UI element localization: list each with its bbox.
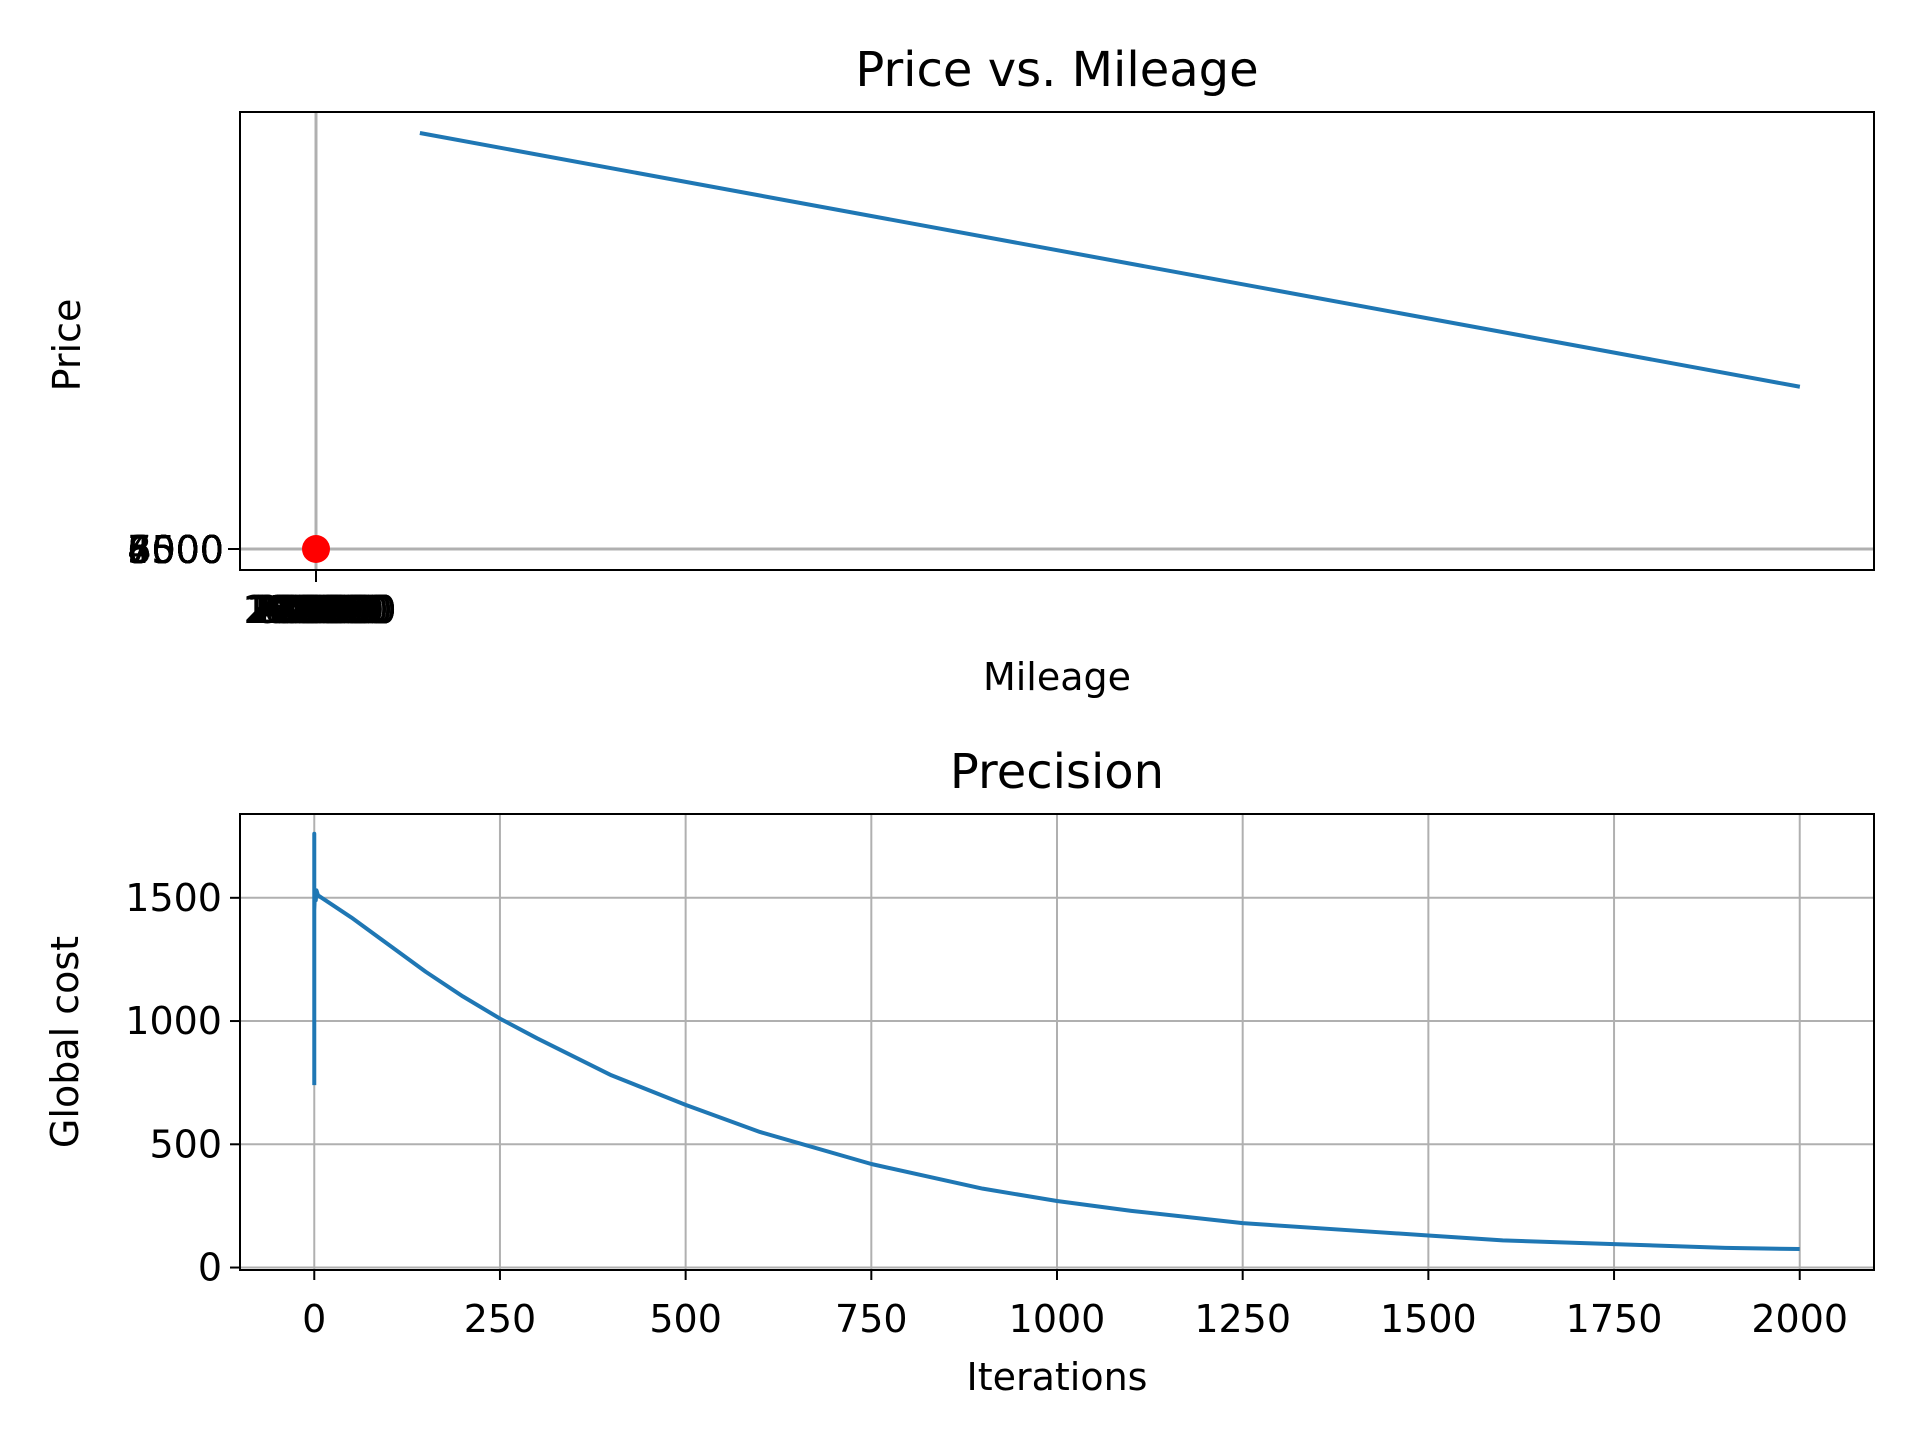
chart-price-vs-mileage: Price vs. Mileage 2000040000600008000010…	[45, 42, 1875, 699]
chart1-x-axis-label: Mileage	[983, 655, 1131, 699]
chart2-y-tick-label: 1000	[125, 999, 222, 1043]
chart1-y-tick-label: 3500	[127, 528, 224, 572]
chart2-x-tick-label: 2000	[1751, 1297, 1848, 1341]
chart1-plot-frame	[239, 111, 1875, 571]
chart2-title: Precision	[950, 744, 1164, 800]
chart1-y-tick-label: 5500	[127, 528, 224, 572]
chart1-y-tick-label: 4500	[127, 528, 224, 572]
chart2-y-tick-label: 1500	[125, 876, 222, 920]
chart1-x-tick-label: 40000	[260, 588, 381, 632]
chart1-y-tick-label: 7000	[127, 528, 224, 572]
chart1-y-tick-label: 8000	[127, 528, 224, 572]
chart1-title: Price vs. Mileage	[855, 42, 1258, 98]
chart2-x-tick-label: 750	[835, 1297, 908, 1341]
chart1-y-tick-label: 7500	[127, 528, 224, 572]
chart1-x-tick-label: 160000	[247, 588, 392, 632]
chart1-y-axis-label: Price	[45, 299, 89, 392]
chart1-x-tick-label: 140000	[243, 588, 388, 632]
chart2-x-axis-label: Iterations	[967, 1355, 1148, 1399]
chart1-x-tick-label: 120000	[251, 588, 396, 632]
chart2-x-tick-label: 1500	[1380, 1297, 1477, 1341]
chart1-x-tick-label: 200000	[243, 588, 388, 632]
chart2-series-line	[312, 831, 1800, 1252]
chart2-x-tick-label: 0	[302, 1297, 326, 1341]
chart1-x-tick-label: 180000	[251, 588, 396, 632]
chart2-x-tick-label: 1750	[1566, 1297, 1663, 1341]
chart1-x-tick-label: 100000	[247, 588, 392, 632]
chart1-y-tick-label: 5000	[127, 528, 224, 572]
chart1-y-tick-label: 6500	[127, 528, 224, 572]
chart-precision: Precision 0 250 500 750 1000 1250 1500 1750 2000…	[43, 744, 1875, 1399]
chart2-x-tick-label: 500	[649, 1297, 722, 1341]
chart1-y-tick-label: 4000	[127, 528, 224, 572]
chart1-x-tick-label: 240000	[251, 588, 396, 632]
chart2-x-tick-label: 1250	[1194, 1297, 1291, 1341]
chart1-x-tick-label: 60000	[264, 588, 385, 632]
chart1-x-tick-label: 220000	[247, 588, 392, 632]
chart1-y-tick-label: 6000	[127, 528, 224, 572]
chart2-y-tick-label: 0	[198, 1246, 222, 1290]
chart1-series-line	[419, 131, 1801, 389]
chart1-x-tick-label: 20000	[256, 588, 377, 632]
chart2-x-tick-label: 250	[464, 1297, 537, 1341]
chart2-y-axis-label: Global cost	[43, 936, 87, 1148]
chart2-y-tick-label: 500	[149, 1122, 222, 1166]
chart1-x-tick-label: 80000	[256, 588, 377, 632]
chart1-data-point	[302, 535, 330, 563]
chart2-x-tick-label: 1000	[1009, 1297, 1106, 1341]
